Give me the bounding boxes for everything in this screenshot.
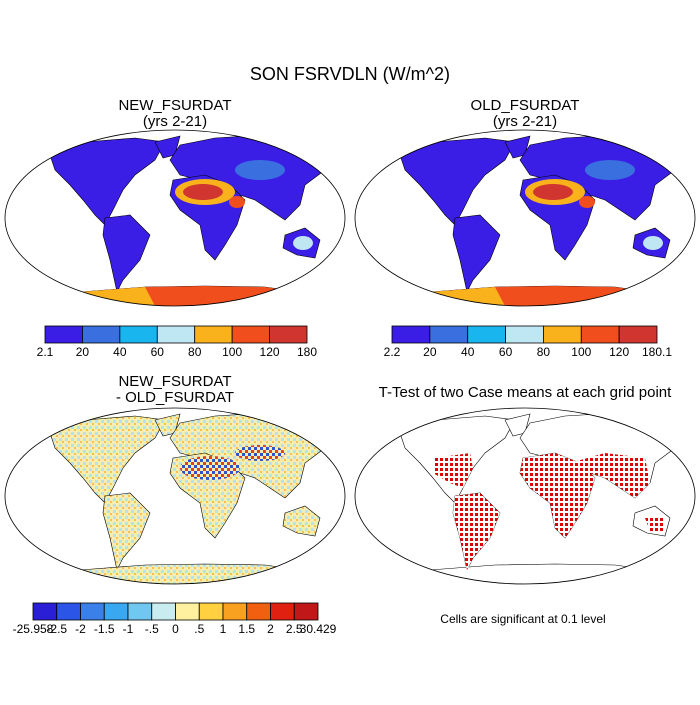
colorbar-label: 2.1 bbox=[37, 345, 54, 359]
colorbar-label: -2.5 bbox=[46, 622, 67, 636]
colorbar-label: 2.5 bbox=[286, 622, 303, 636]
panel-subtitle: (yrs 2-21) bbox=[143, 113, 207, 130]
colorbar-label: -25.958 bbox=[13, 622, 54, 636]
colorbar-label: .5 bbox=[194, 622, 204, 636]
colorbar-box bbox=[246, 602, 271, 621]
colorbar-label: 120 bbox=[609, 345, 629, 359]
colorbar-label: 120 bbox=[260, 345, 280, 359]
colorbar-box bbox=[103, 602, 129, 621]
colorbar-label: 20 bbox=[423, 345, 437, 359]
map bbox=[354, 407, 696, 585]
colorbar-label: 180 bbox=[297, 345, 317, 359]
colorbar-label: -1.5 bbox=[94, 622, 115, 636]
colorbar-label: 2 bbox=[267, 622, 274, 636]
colorbar-label: 80 bbox=[537, 345, 551, 359]
colorbar-label: -.5 bbox=[145, 622, 159, 636]
colorbar-box bbox=[293, 602, 319, 621]
colorbar-label: 30.429 bbox=[300, 622, 337, 636]
colorbar-label: 40 bbox=[113, 345, 127, 359]
colorbar-box bbox=[198, 602, 224, 621]
colorbar-box bbox=[44, 325, 83, 344]
colorbar-box bbox=[175, 602, 200, 621]
colorbar-box bbox=[82, 325, 121, 344]
colorbar-box bbox=[269, 325, 308, 344]
colorbar-box bbox=[119, 325, 158, 344]
colorbar-label: -1 bbox=[123, 622, 134, 636]
colorbar-label: -2 bbox=[75, 622, 86, 636]
colorbar-box bbox=[80, 602, 105, 621]
panel-title: NEW_FSURDAT bbox=[118, 373, 231, 390]
note: Cells are significant at 0.1 level bbox=[440, 612, 605, 626]
colorbar-label: 180.1 bbox=[642, 345, 672, 359]
colorbar-box bbox=[618, 325, 658, 344]
colorbar-box bbox=[32, 602, 58, 621]
colorbar-label: 2.2 bbox=[384, 345, 401, 359]
colorbar-label: 60 bbox=[151, 345, 165, 359]
panel-subtitle: - OLD_FSURDAT bbox=[116, 389, 234, 406]
colorbar-label: 60 bbox=[499, 345, 513, 359]
colorbar-box bbox=[467, 325, 506, 344]
colorbar-box bbox=[231, 325, 270, 344]
colorbar-box bbox=[151, 602, 176, 621]
colorbar-box bbox=[222, 602, 248, 621]
colorbar-box bbox=[580, 325, 620, 344]
map bbox=[5, 130, 345, 306]
colorbar-box bbox=[127, 602, 153, 621]
colorbar-label: 20 bbox=[76, 345, 90, 359]
colorbar-label: 1.5 bbox=[238, 622, 255, 636]
colorbar-box bbox=[505, 325, 544, 344]
colorbar-box bbox=[270, 602, 295, 621]
map bbox=[355, 130, 695, 306]
colorbar-label: 0 bbox=[172, 622, 179, 636]
panel-subtitle: (yrs 2-21) bbox=[493, 113, 557, 130]
colorbar-box bbox=[543, 325, 582, 344]
panel-title: NEW_FSURDAT bbox=[118, 97, 231, 114]
colorbar-box bbox=[391, 325, 431, 344]
colorbar-box bbox=[56, 602, 81, 621]
panel-title: T-Test of two Case means at each grid po… bbox=[379, 384, 672, 401]
colorbar-box bbox=[194, 325, 233, 344]
colorbar-box bbox=[156, 325, 196, 344]
colorbar-label: 100 bbox=[571, 345, 591, 359]
colorbar-label: 80 bbox=[188, 345, 202, 359]
colorbar-box bbox=[429, 325, 469, 344]
figure-title: SON FSRVDLN (W/m^2) bbox=[250, 64, 450, 84]
colorbar-label: 100 bbox=[222, 345, 242, 359]
colorbar-label: 40 bbox=[461, 345, 475, 359]
map bbox=[4, 407, 346, 585]
colorbar-label: 1 bbox=[220, 622, 227, 636]
panel-title: OLD_FSURDAT bbox=[471, 97, 580, 114]
